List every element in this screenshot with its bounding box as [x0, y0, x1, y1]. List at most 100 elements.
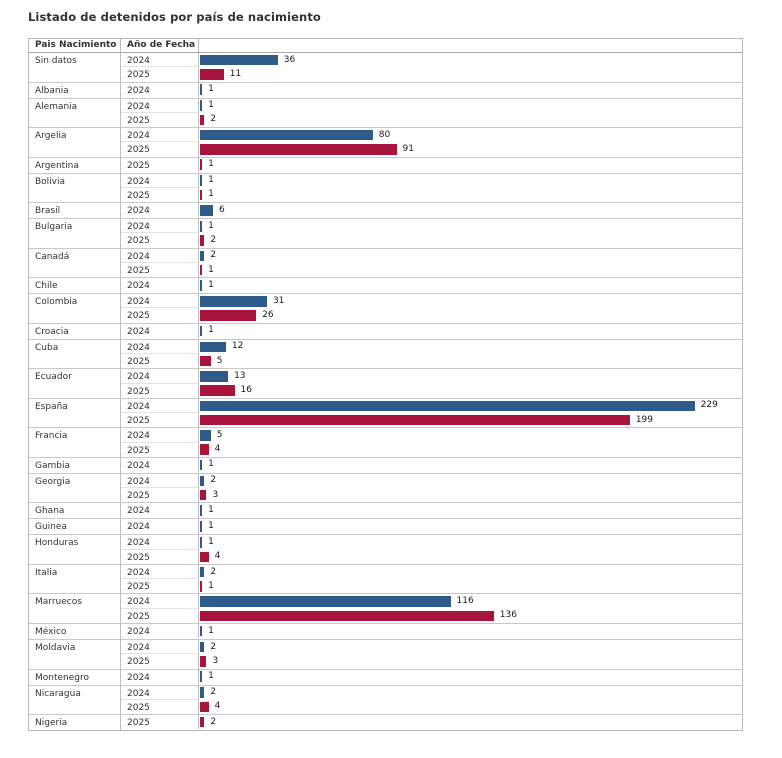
year-label: 2024 — [121, 53, 199, 68]
bar-cell: 5 — [199, 354, 742, 368]
bar-cell: 11 — [199, 67, 742, 81]
bar-value-label: 26 — [262, 310, 274, 321]
country-group-rows: 2024 1 2025 2 — [121, 98, 742, 128]
bar-2025[interactable] — [200, 610, 494, 622]
country-group: Marruecos 2024 116 2025 136 — [29, 594, 742, 624]
country-group: Guinea 2024 1 — [29, 519, 742, 536]
table-row: 2024 80 — [121, 128, 742, 143]
bar-2025[interactable] — [200, 159, 203, 170]
bar-2024[interactable] — [200, 625, 203, 637]
bar-2024[interactable] — [200, 325, 203, 337]
country-label: Italia — [29, 564, 121, 594]
bar-value-label: 1 — [208, 580, 214, 591]
bar-2025[interactable] — [200, 310, 257, 321]
table-row: 2024 1 — [121, 219, 742, 234]
bar-value-label: 12 — [231, 341, 244, 352]
bar-2025[interactable] — [200, 144, 397, 155]
bar-2024[interactable] — [200, 205, 213, 216]
bar-2025[interactable] — [200, 264, 203, 276]
bar-2024[interactable] — [200, 296, 267, 307]
bar-2024[interactable] — [200, 687, 205, 698]
year-label: 2024 — [121, 457, 199, 473]
bar-2024[interactable] — [200, 250, 205, 262]
bar-2024[interactable] — [200, 566, 205, 578]
country-group: Argentina 2025 1 — [29, 157, 742, 174]
country-group: Canadá 2024 2 2025 1 — [29, 248, 742, 279]
year-label: 2025 — [121, 187, 199, 203]
year-label: 2025 — [121, 699, 199, 715]
country-group: Gambia 2024 1 — [29, 457, 742, 474]
bar-value-label: 13 — [234, 370, 246, 381]
country-group: Nigeria 2025 2 — [29, 715, 742, 731]
bar-2025[interactable] — [200, 69, 224, 80]
bar-2024[interactable] — [200, 505, 203, 516]
bar-2024[interactable] — [200, 84, 203, 95]
country-label: Cuba — [29, 339, 121, 369]
country-group: Honduras 2024 1 2025 4 — [29, 535, 742, 565]
year-label: 2024 — [121, 685, 199, 700]
bar-2024[interactable] — [200, 371, 229, 382]
country-group-rows: 2024 13 2025 16 — [121, 369, 742, 398]
bar-2024[interactable] — [200, 280, 203, 291]
bar-2025[interactable] — [200, 235, 205, 246]
table-row: 2024 1 — [121, 623, 742, 639]
bar-2024[interactable] — [200, 100, 203, 111]
table-row: 2024 116 — [121, 594, 742, 609]
bar-2024[interactable] — [200, 400, 695, 412]
bar-cell: 31 — [199, 294, 742, 308]
bar-2025[interactable] — [200, 701, 209, 713]
table-row: 2024 1 — [121, 519, 742, 534]
country-group: Ghana 2024 1 — [29, 503, 742, 520]
year-label: 2025 — [121, 413, 199, 428]
table-row: 2024 1 — [121, 503, 742, 518]
bar-2025[interactable] — [200, 114, 205, 126]
bar-2024[interactable] — [200, 537, 203, 548]
year-label: 2025 — [121, 262, 199, 278]
bar-2025[interactable] — [200, 189, 203, 201]
table-row: 2024 1 — [121, 98, 742, 113]
bar-2024[interactable] — [200, 641, 205, 653]
bar-2024[interactable] — [200, 459, 203, 471]
country-label: Moldavia — [29, 639, 121, 669]
bar-2025[interactable] — [200, 551, 209, 563]
country-group-rows: 2024 116 2025 136 — [121, 594, 742, 623]
year-label: 2024 — [121, 519, 199, 534]
bar-2024[interactable] — [200, 54, 278, 66]
bar-value-label: 1 — [208, 671, 214, 682]
bar-2024[interactable] — [200, 430, 211, 441]
bar-2024[interactable] — [200, 175, 203, 186]
bar-cell: 91 — [199, 142, 742, 156]
bar-cell: 2 — [199, 565, 742, 579]
bar-2025[interactable] — [200, 414, 630, 426]
bar-cell: 229 — [199, 399, 742, 413]
bar-2024[interactable] — [200, 129, 373, 141]
country-label: Marruecos — [29, 594, 121, 623]
country-group-rows: 2024 1 — [121, 623, 742, 639]
bar-value-label: 2 — [210, 716, 217, 727]
bar-2025[interactable] — [200, 489, 207, 501]
bar-cell: 12 — [199, 340, 742, 354]
table-row: 2024 1 — [121, 173, 742, 188]
bar-value-label: 1 — [208, 100, 214, 111]
bar-2024[interactable] — [200, 475, 205, 487]
bar-2025[interactable] — [200, 355, 211, 367]
bar-cell: 1 — [199, 278, 742, 292]
bar-value-label: 1 — [208, 505, 214, 515]
bar-2024[interactable] — [200, 596, 451, 607]
bar-2025[interactable] — [200, 444, 209, 455]
bar-2025[interactable] — [200, 716, 205, 728]
bar-2024[interactable] — [200, 341, 226, 353]
bar-2024[interactable] — [200, 671, 203, 682]
bar-2024[interactable] — [200, 221, 203, 232]
bar-2025[interactable] — [200, 581, 203, 592]
table-row: 2025 2 — [121, 112, 742, 128]
table-row: 2025 2 — [121, 233, 742, 248]
bar-2025[interactable] — [200, 385, 235, 396]
bar-2025[interactable] — [200, 656, 207, 667]
country-group-rows: 2024 1 — [121, 519, 742, 534]
bar-value-label: 2 — [210, 687, 217, 698]
year-label: 2024 — [121, 98, 199, 113]
table-row: 2025 2 — [121, 715, 742, 730]
bar-cell: 1 — [199, 158, 742, 172]
bar-2024[interactable] — [200, 521, 203, 532]
